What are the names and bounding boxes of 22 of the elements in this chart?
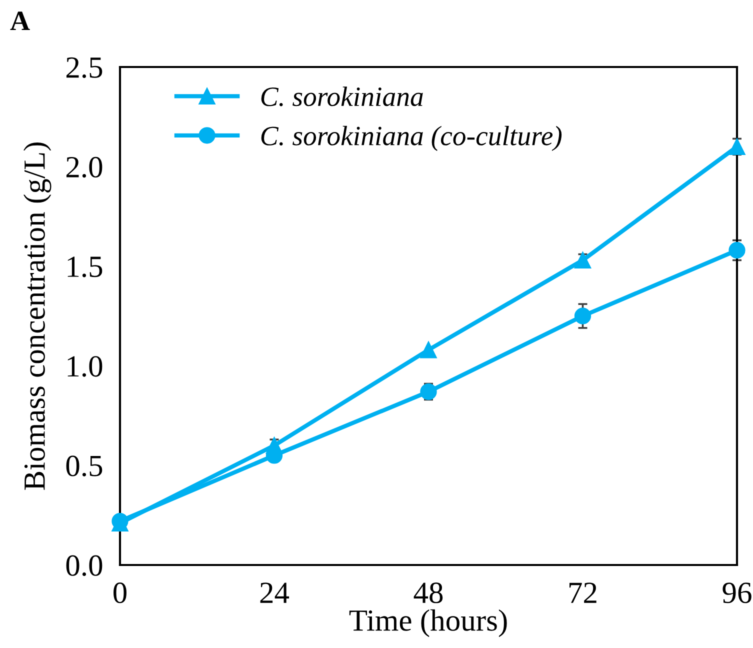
- y-axis-title: Biomass concentration (g/L): [23, 142, 52, 490]
- y-tick-label: 1.5: [68, 256, 102, 278]
- legend-label: C. sorokiniana: [261, 86, 423, 106]
- point: [574, 252, 592, 269]
- point: [728, 138, 746, 156]
- y-tick-label: 1.0: [68, 356, 102, 377]
- y-tick-label: 2.0: [66, 156, 102, 178]
- x-axis-title: Time (hours): [349, 609, 507, 638]
- text: A: [10, 12, 30, 30]
- legend-label: C. sorokiniana (co-culture): [261, 126, 562, 152]
- point: [420, 342, 437, 358]
- x-tick-label: 24: [260, 582, 290, 603]
- x-tick-label: 96: [722, 582, 752, 604]
- point: [420, 383, 437, 400]
- x-tick-label: 72: [569, 582, 596, 603]
- x-tick-label: 0: [114, 582, 126, 604]
- x-tick-label: 48: [414, 582, 443, 604]
- y-tick-label: 0.5: [66, 456, 102, 476]
- y-tick-label: 0.0: [66, 555, 102, 576]
- point: [574, 308, 592, 324]
- y-tick-label: 2.5: [66, 57, 102, 78]
- point: [728, 242, 746, 259]
